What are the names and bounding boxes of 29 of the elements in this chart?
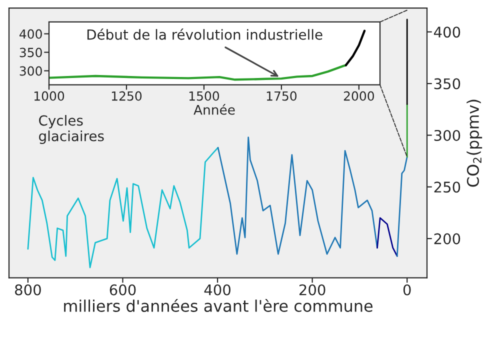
annotation: Début de la révolution industrielle [87, 28, 322, 40]
line-series [376, 217, 398, 257]
x-tick-label: 1250 [112, 91, 142, 101]
y-tick-label: 350 [20, 48, 42, 58]
line-series [344, 30, 366, 66]
y-tick-label: 250 [434, 182, 460, 193]
x-tick-label: 600 [110, 284, 136, 296]
y-tick-label: 300 [20, 66, 42, 76]
line-series [27, 146, 219, 268]
y-tick-label: 350 [434, 78, 460, 90]
x-axis-title: Année [194, 104, 235, 115]
x-tick-label: 0 [403, 284, 411, 296]
line-series [396, 156, 408, 257]
y-tick-label: 400 [20, 29, 42, 39]
x-tick-label: 1500 [189, 91, 220, 101]
x-tick-label: 400 [204, 284, 230, 296]
y-tick-label: 400 [434, 26, 460, 38]
x-tick-label: 1750 [266, 91, 297, 101]
x-tick-label: 2000 [344, 91, 374, 101]
x-tick-label: 800 [15, 284, 41, 296]
x-tick-label: 1000 [34, 91, 64, 101]
line-series [217, 136, 378, 255]
line-series [49, 64, 348, 81]
x-axis-title: milliers d'années avant l'ère commune [64, 298, 373, 312]
x-tick-label: 200 [299, 284, 326, 296]
y-tick-label: 300 [434, 130, 460, 141]
annotation: Cycles glaciaires [39, 114, 104, 144]
y-axis-title: CO$_{2}$(ppmv) [466, 100, 482, 187]
y-tick-label: 200 [434, 233, 460, 244]
